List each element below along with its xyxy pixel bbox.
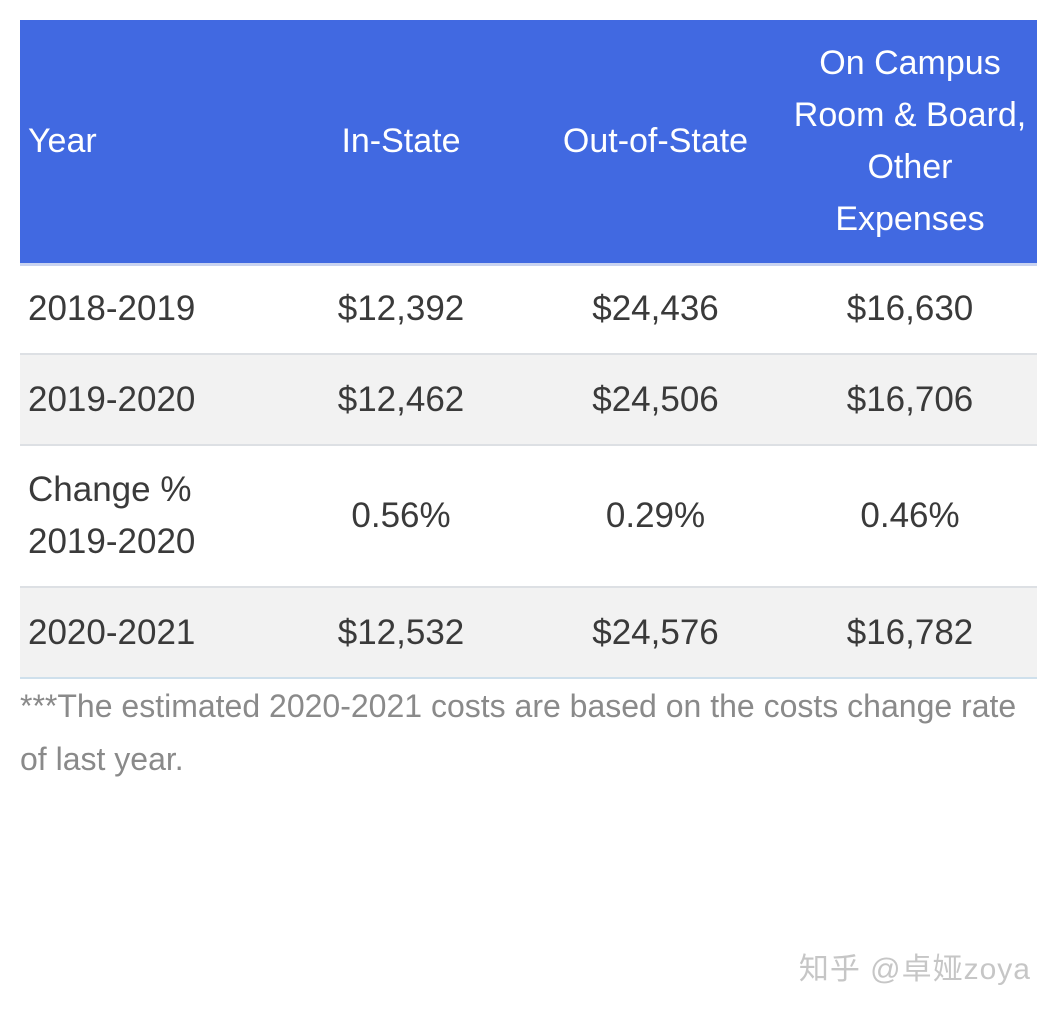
- footnote: ***The estimated 2020-2021 costs are bas…: [20, 688, 1017, 777]
- table-row-change-percent: Change % 2019-2020 0.56% 0.29% 0.46%: [20, 445, 1037, 588]
- cell-year: 2020-2021: [20, 587, 274, 679]
- column-header-year: Year: [20, 20, 274, 266]
- column-header-room-board: On Campus Room & Board, Other Expenses: [783, 20, 1037, 266]
- cell-out-of-state: 0.29%: [528, 445, 783, 588]
- header-row: Year In-State Out-of-State On Campus Roo…: [20, 20, 1037, 266]
- cell-room-board: $16,782: [783, 587, 1037, 679]
- column-header-out-of-state: Out-of-State: [528, 20, 783, 266]
- cell-in-state: $12,392: [274, 264, 528, 355]
- cell-out-of-state: $24,506: [528, 354, 783, 446]
- table-row: 2018-2019 $12,392 $24,436 $16,630: [20, 264, 1037, 355]
- cell-room-board: $16,630: [783, 264, 1037, 355]
- cell-in-state: $12,462: [274, 354, 528, 446]
- cell-year: 2019-2020: [20, 354, 274, 446]
- table-body: 2018-2019 $12,392 $24,436 $16,630 2019-2…: [20, 264, 1037, 679]
- tuition-cost-table: Year In-State Out-of-State On Campus Roo…: [20, 20, 1037, 679]
- cell-room-board: 0.46%: [783, 445, 1037, 588]
- table-row: 2020-2021 $12,532 $24,576 $16,782: [20, 587, 1037, 679]
- watermark: 知乎 @卓娅zoya: [798, 953, 1031, 986]
- table-row: 2019-2020 $12,462 $24,506 $16,706: [20, 354, 1037, 446]
- tuition-table-container: Year In-State Out-of-State On Campus Roo…: [20, 20, 1037, 679]
- cell-room-board: $16,706: [783, 354, 1037, 446]
- cell-year: 2018-2019: [20, 264, 274, 355]
- column-header-in-state: In-State: [274, 20, 528, 266]
- cell-out-of-state: $24,576: [528, 587, 783, 679]
- cell-out-of-state: $24,436: [528, 264, 783, 355]
- cell-in-state: $12,532: [274, 587, 528, 679]
- cell-year: Change % 2019-2020: [20, 445, 274, 588]
- table-header: Year In-State Out-of-State On Campus Roo…: [20, 20, 1037, 266]
- cell-in-state: 0.56%: [274, 445, 528, 588]
